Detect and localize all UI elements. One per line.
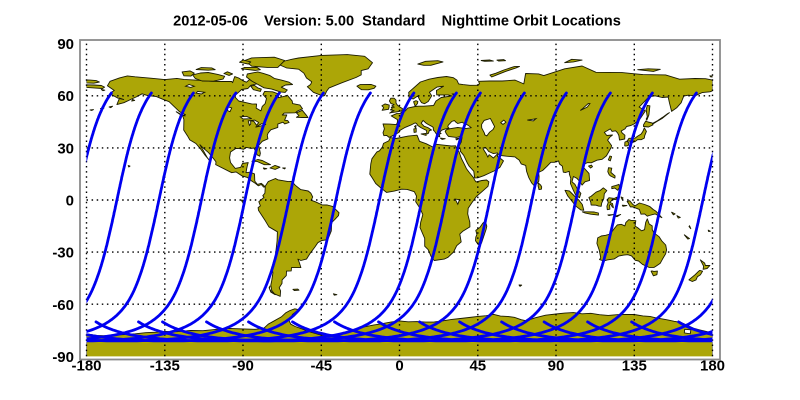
svg-text:180: 180 [700, 358, 725, 375]
svg-text:-60: -60 [52, 297, 74, 314]
svg-text:-30: -30 [52, 245, 74, 262]
svg-text:0: 0 [66, 193, 74, 210]
svg-text:90: 90 [548, 358, 565, 375]
svg-text:-180: -180 [71, 358, 101, 375]
svg-text:45: 45 [469, 358, 486, 375]
svg-text:135: 135 [622, 358, 647, 375]
svg-text:-90: -90 [232, 358, 254, 375]
svg-text:0: 0 [395, 358, 403, 375]
svg-text:-45: -45 [310, 358, 332, 375]
svg-text:-90: -90 [52, 349, 74, 366]
svg-text:2012-05-06 Version: 5.00 S: 2012-05-06 Version: 5.00 Standard Nightt… [173, 14, 621, 30]
svg-text:90: 90 [57, 36, 74, 53]
svg-text:30: 30 [57, 140, 74, 157]
svg-text:60: 60 [57, 88, 74, 105]
svg-text:-135: -135 [150, 358, 180, 375]
